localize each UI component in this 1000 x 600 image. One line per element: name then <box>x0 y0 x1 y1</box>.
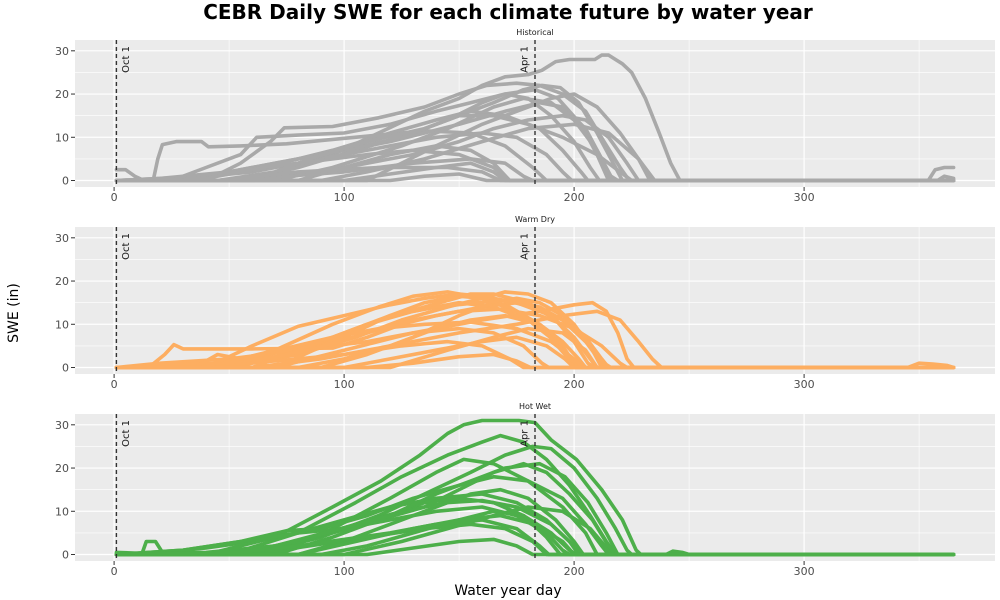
series-line <box>114 300 956 370</box>
x-tick-label: 0 <box>111 191 118 204</box>
x-tick-label: 100 <box>334 378 355 391</box>
x-tick-label: 200 <box>564 565 585 578</box>
reference-line-label: Oct 1 <box>121 420 132 447</box>
y-tick-label: 0 <box>62 362 69 375</box>
series-line <box>114 307 956 370</box>
reference-line-label: Apr 1 <box>520 420 531 447</box>
panel-strip-label: Historical <box>516 28 553 37</box>
series-line <box>114 339 956 370</box>
series-line <box>114 109 956 183</box>
y-tick-label: 10 <box>55 505 69 518</box>
y-tick-label: 30 <box>55 419 69 432</box>
series-line <box>114 513 956 557</box>
panel-strip-label: Warm Dry <box>515 215 555 224</box>
x-tick-label: 200 <box>564 191 585 204</box>
x-tick-label: 100 <box>334 191 355 204</box>
y-axis-title: SWE (in) <box>6 283 22 343</box>
reference-line-label: Oct 1 <box>121 46 132 73</box>
x-tick-label: 300 <box>794 191 815 204</box>
series-line <box>114 518 956 557</box>
x-tick-label: 0 <box>111 378 118 391</box>
y-tick-label: 0 <box>62 549 69 562</box>
series-line <box>114 292 956 370</box>
x-axis-title: Water year day <box>454 583 561 599</box>
series-line <box>114 335 956 370</box>
y-tick-label: 30 <box>55 232 69 245</box>
series-line <box>114 487 956 557</box>
x-tick-label: 200 <box>564 378 585 391</box>
y-tick-label: 20 <box>55 275 69 288</box>
y-tick-label: 10 <box>55 318 69 331</box>
series-line <box>114 320 956 370</box>
series-line <box>114 418 956 557</box>
y-tick-label: 30 <box>55 45 69 58</box>
y-tick-label: 20 <box>55 462 69 475</box>
chart-title: CEBR Daily SWE for each climate future b… <box>203 0 813 24</box>
series-line <box>114 129 956 183</box>
series-line <box>114 326 956 370</box>
y-tick-label: 0 <box>62 175 69 188</box>
series-line <box>114 461 956 557</box>
x-tick-label: 100 <box>334 565 355 578</box>
series-line <box>114 537 956 557</box>
reference-line-label: Apr 1 <box>520 46 531 73</box>
reference-line-label: Oct 1 <box>121 233 132 260</box>
series-line <box>114 313 956 370</box>
panel-strip-label: Hot Wet <box>519 402 551 411</box>
x-tick-label: 0 <box>111 565 118 578</box>
x-tick-label: 300 <box>794 378 815 391</box>
reference-line-label: Apr 1 <box>520 233 531 260</box>
x-tick-label: 300 <box>794 565 815 578</box>
series-line <box>114 92 956 183</box>
y-tick-label: 20 <box>55 88 69 101</box>
series-line <box>114 96 956 183</box>
series-line <box>114 172 956 183</box>
series-line <box>114 113 956 183</box>
series-line <box>114 148 956 183</box>
y-tick-label: 10 <box>55 131 69 144</box>
series-line <box>114 298 956 370</box>
